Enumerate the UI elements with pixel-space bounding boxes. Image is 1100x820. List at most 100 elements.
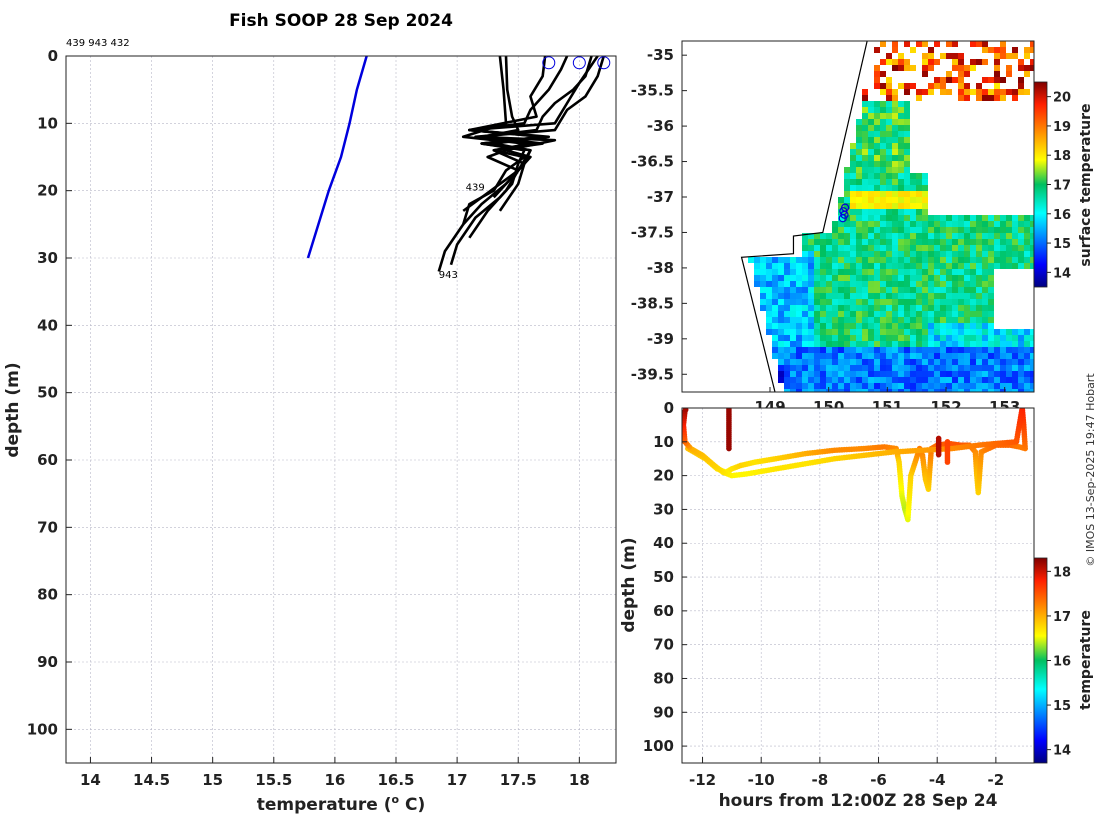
sst-cell — [808, 305, 814, 311]
sst-cell — [856, 197, 862, 203]
sst-cell — [958, 347, 964, 353]
sst-cell — [988, 383, 994, 389]
sst-cell — [1006, 257, 1012, 263]
sst-cell — [868, 161, 874, 167]
sst-cell — [970, 341, 976, 347]
sst-cell — [988, 293, 994, 299]
x-tick-label: 15 — [202, 771, 223, 789]
depth-time-data — [682, 408, 1028, 523]
sst-cell — [838, 233, 844, 239]
sst-cell — [916, 293, 922, 299]
sst-cell — [904, 359, 910, 365]
sst-cell — [814, 383, 820, 389]
sst-cell — [958, 365, 964, 371]
sst-cell — [1012, 89, 1018, 95]
sst-cell — [868, 119, 874, 125]
sst-cell — [958, 77, 964, 83]
sst-cell — [970, 359, 976, 365]
x-tick-label: 14 — [80, 771, 101, 789]
sst-cell — [886, 287, 892, 293]
sst-cell — [982, 269, 988, 275]
sst-cell — [910, 335, 916, 341]
sst-cell — [856, 377, 862, 383]
sst-cell — [988, 317, 994, 323]
x-tick-label: 17 — [447, 771, 468, 789]
sst-cell — [820, 389, 826, 392]
sst-cell — [874, 209, 880, 215]
sst-cell — [772, 323, 778, 329]
sst-cell — [1006, 65, 1012, 71]
sst-cell — [874, 311, 880, 317]
sst-cell — [1012, 95, 1018, 101]
sst-cell — [814, 233, 820, 239]
sst-cell — [856, 179, 862, 185]
sst-cell — [964, 281, 970, 287]
sst-cell — [916, 359, 922, 365]
sst-cell — [826, 233, 832, 239]
sst-cell — [850, 305, 856, 311]
sst-cell — [880, 305, 886, 311]
sst-cell — [862, 113, 868, 119]
sst-cell — [874, 341, 880, 347]
sst-cell — [886, 365, 892, 371]
sst-cell — [916, 353, 922, 359]
sst-cell — [838, 239, 844, 245]
sst-cell — [784, 371, 790, 377]
sst-cell — [922, 65, 928, 71]
sst-cell — [874, 323, 880, 329]
sst-cell — [880, 311, 886, 317]
sst-cell — [784, 353, 790, 359]
sst-cell — [1012, 53, 1018, 59]
sst-cell — [886, 95, 892, 101]
sst-cell — [868, 305, 874, 311]
sst-cell — [892, 89, 898, 95]
sst-cell — [1006, 215, 1012, 221]
sst-cell — [874, 167, 880, 173]
sst-cell — [958, 257, 964, 263]
sst-cell — [964, 323, 970, 329]
sst-cell — [832, 263, 838, 269]
sst-cell — [1030, 215, 1034, 221]
sst-cell — [880, 221, 886, 227]
sst-cell — [976, 221, 982, 227]
x-tick-label: 16.5 — [377, 771, 414, 789]
sst-cell — [832, 323, 838, 329]
sst-cell — [916, 41, 922, 47]
sst-cell — [892, 209, 898, 215]
sst-cell — [862, 209, 868, 215]
climatology-line — [306, 56, 368, 259]
sst-cell — [868, 347, 874, 353]
sst-cell — [952, 239, 958, 245]
sst-cell — [808, 299, 814, 305]
sst-cell — [952, 329, 958, 335]
sst-cell — [856, 317, 862, 323]
x-tick-label: 15.5 — [255, 771, 292, 789]
sst-cell — [778, 323, 784, 329]
sst-cell — [952, 335, 958, 341]
sst-cell — [796, 365, 802, 371]
sst-cell — [904, 293, 910, 299]
sst-cell — [886, 239, 892, 245]
sst-cell — [946, 359, 952, 365]
sst-cell — [970, 59, 976, 65]
sst-cell — [928, 371, 934, 377]
sst-cell — [1006, 71, 1012, 77]
sst-cell — [922, 221, 928, 227]
sst-cell — [1024, 263, 1030, 269]
sst-cell — [850, 293, 856, 299]
sst-cell — [964, 71, 970, 77]
sst-cell — [958, 65, 964, 71]
sst-cell — [892, 305, 898, 311]
sst-cell — [886, 155, 892, 161]
sst-cell — [886, 359, 892, 365]
sst-cell — [844, 281, 850, 287]
sst-cell — [922, 41, 928, 47]
sst-cell — [856, 293, 862, 299]
sst-cell — [826, 263, 832, 269]
sst-cell — [910, 227, 916, 233]
sst-cell — [802, 245, 808, 251]
sst-cell — [760, 287, 766, 293]
sst-cell — [808, 353, 814, 359]
sst-cell — [892, 293, 898, 299]
sst-cell — [784, 317, 790, 323]
